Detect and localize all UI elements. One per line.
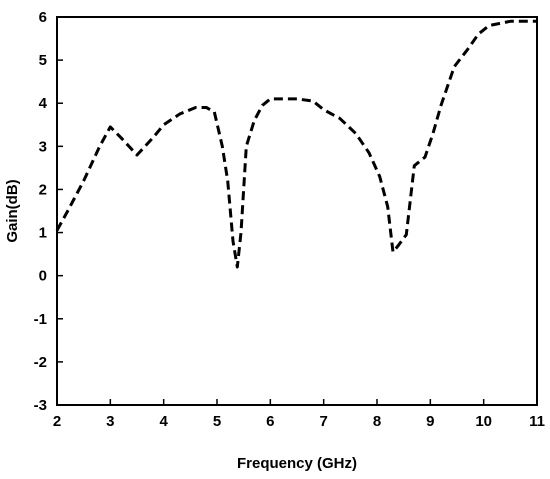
x-tick-label: 9 [426,413,434,430]
x-tick-label: 8 [373,413,381,430]
y-tick-label: 5 [39,52,47,69]
y-tick-label: 6 [39,9,47,26]
y-tick-label: 3 [39,138,47,155]
plot-frame [56,16,538,406]
x-tick-label: 11 [529,413,545,430]
y-tick-label: 1 [39,225,47,242]
y-tick-label: 4 [39,95,48,112]
y-tick-label: -3 [34,397,47,414]
y-tick-label: 0 [39,268,47,285]
gain-series-line [55,19,537,269]
x-tick-label: 2 [53,413,61,430]
y-tick-label: -1 [34,311,47,328]
x-tick-label: 3 [106,413,114,430]
y-tick-label: 2 [39,181,47,198]
ticks-layer [56,16,538,406]
tick-labels-layer: 2 3 4 5 6 7 8 9 10 11 -3 -2 -1 0 1 2 3 4 5 6 [34,9,545,430]
y-tick-label: -2 [34,354,47,371]
x-axis-title: Frequency (GHz) [237,455,357,472]
x-tick-label: 6 [266,413,274,430]
x-tick-label: 4 [159,413,168,430]
x-tick-label: 7 [319,413,327,430]
y-axis-title: Gain(dB) [4,179,21,242]
x-tick-label: 5 [213,413,221,430]
x-tick-label: 10 [475,413,492,430]
